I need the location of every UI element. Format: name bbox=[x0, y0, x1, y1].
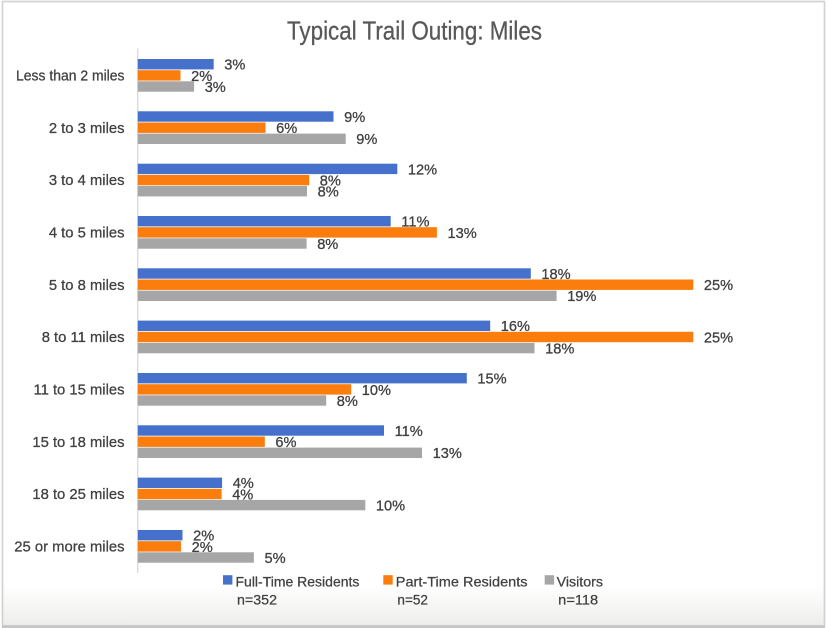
svg-text:n=52: n=52 bbox=[397, 592, 428, 607]
svg-text:15 to 18 miles: 15 to 18 miles bbox=[32, 435, 124, 451]
svg-text:5%: 5% bbox=[265, 551, 286, 567]
svg-text:3%: 3% bbox=[224, 58, 245, 74]
svg-text:n=352: n=352 bbox=[237, 592, 277, 607]
svg-text:4%: 4% bbox=[232, 487, 253, 503]
svg-text:18%: 18% bbox=[541, 267, 570, 283]
svg-text:13%: 13% bbox=[433, 446, 462, 462]
svg-text:2 to 3 miles: 2 to 3 miles bbox=[49, 121, 125, 137]
svg-text:8%: 8% bbox=[317, 237, 338, 253]
svg-text:11%: 11% bbox=[395, 424, 423, 440]
svg-text:11%: 11% bbox=[401, 215, 429, 231]
svg-text:10%: 10% bbox=[362, 383, 391, 399]
svg-text:8 to 11 miles: 8 to 11 miles bbox=[42, 330, 125, 346]
svg-text:13%: 13% bbox=[448, 226, 477, 242]
svg-text:6%: 6% bbox=[275, 435, 296, 451]
svg-text:Full-Time Residents: Full-Time Residents bbox=[236, 574, 360, 589]
svg-text:8%: 8% bbox=[318, 185, 339, 201]
svg-text:8%: 8% bbox=[337, 394, 358, 410]
svg-text:5 to 8 miles: 5 to 8 miles bbox=[49, 278, 125, 294]
svg-text:10%: 10% bbox=[376, 499, 405, 515]
svg-text:25%: 25% bbox=[704, 330, 733, 346]
svg-text:12%: 12% bbox=[408, 162, 437, 178]
svg-text:8%: 8% bbox=[320, 174, 341, 190]
svg-text:Visitors: Visitors bbox=[557, 574, 604, 589]
svg-text:6%: 6% bbox=[276, 121, 297, 137]
svg-text:15%: 15% bbox=[477, 372, 506, 388]
svg-text:n=118: n=118 bbox=[558, 592, 598, 607]
svg-text:Typical Trail Outing: Miles: Typical Trail Outing: Miles bbox=[287, 15, 542, 45]
svg-text:18 to 25 miles: 18 to 25 miles bbox=[32, 487, 124, 503]
svg-text:9%: 9% bbox=[344, 110, 365, 126]
svg-text:2%: 2% bbox=[192, 540, 213, 556]
svg-text:4%: 4% bbox=[233, 476, 254, 492]
svg-text:3%: 3% bbox=[205, 80, 226, 96]
svg-text:Part-Time Residents: Part-Time Residents bbox=[396, 574, 528, 589]
svg-text:25%: 25% bbox=[704, 278, 733, 294]
svg-text:25 or more miles: 25 or more miles bbox=[14, 540, 124, 556]
svg-text:11 to 15 miles: 11 to 15 miles bbox=[33, 383, 124, 399]
svg-text:9%: 9% bbox=[356, 132, 377, 148]
svg-text:Less than 2 miles: Less than 2 miles bbox=[16, 69, 125, 85]
svg-text:19%: 19% bbox=[567, 289, 596, 305]
svg-text:2%: 2% bbox=[191, 69, 212, 85]
svg-text:16%: 16% bbox=[501, 319, 530, 335]
svg-text:3 to 4 miles: 3 to 4 miles bbox=[49, 173, 125, 189]
svg-text:4 to 5 miles: 4 to 5 miles bbox=[49, 226, 125, 242]
svg-text:18%: 18% bbox=[545, 342, 574, 358]
svg-text:2%: 2% bbox=[193, 529, 214, 545]
